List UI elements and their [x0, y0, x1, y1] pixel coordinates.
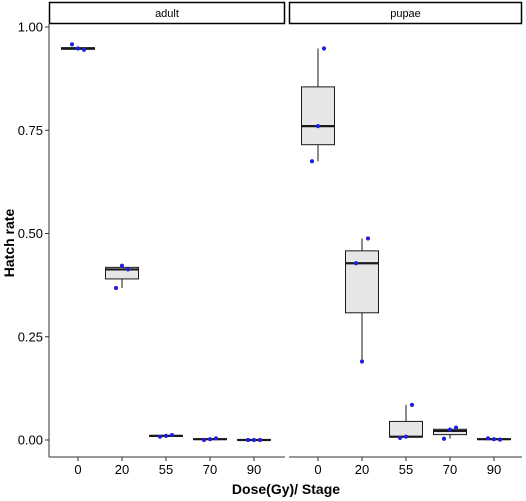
panel-pupae: pupae 0 20 55 70 90 — [288, 1, 523, 477]
plot-layer: 0.00 0.25 0.50 0.75 1.00 adult 0 20 55 70 90 pupae 0… — [18, 1, 523, 477]
data-point — [309, 159, 315, 164]
x-tick-label: 20 — [355, 462, 369, 477]
data-point — [81, 47, 87, 52]
data-point — [251, 437, 257, 443]
x-tick-label: 90 — [487, 462, 501, 477]
box-body — [345, 250, 379, 314]
y-tick-label: 0.00 — [18, 433, 43, 448]
data-point — [75, 46, 81, 51]
y-axis-title: Hatch rate — [1, 209, 17, 278]
data-point — [113, 285, 119, 291]
box-adult-90 — [237, 437, 271, 443]
data-point — [207, 437, 213, 442]
data-point — [169, 432, 175, 438]
box-adult-0 — [61, 42, 95, 52]
data-point — [397, 435, 403, 441]
data-point — [497, 437, 503, 442]
panel-adult: adult 0 20 55 70 90 — [48, 1, 286, 477]
box-pupae-70 — [433, 425, 467, 441]
data-point — [359, 359, 365, 364]
data-point — [213, 436, 219, 441]
x-tick-label: 20 — [115, 462, 129, 477]
box-adult-20 — [105, 263, 139, 291]
x-axis-title: Dose(Gy)/ Stage — [232, 481, 340, 497]
box-adult-55 — [149, 432, 183, 439]
data-point — [403, 434, 409, 439]
data-point — [321, 46, 327, 51]
x-tick-label: 90 — [247, 462, 261, 477]
x-tick-label: 55 — [399, 462, 413, 477]
data-point — [441, 436, 447, 441]
strip-label: pupae — [390, 8, 421, 20]
x-tick-label: 0 — [74, 462, 81, 477]
box-pupae-90 — [477, 436, 511, 442]
data-point — [453, 425, 459, 430]
box-pupae-20 — [345, 236, 379, 364]
data-point — [353, 261, 359, 266]
y-tick-label: 0.50 — [18, 226, 43, 241]
data-point — [119, 263, 125, 268]
y-tick-label: 1.00 — [18, 20, 43, 35]
box-body — [301, 86, 335, 146]
x-tick-label: 55 — [159, 462, 173, 477]
box-pupae-55 — [389, 402, 423, 441]
data-point — [409, 402, 415, 407]
data-point — [245, 437, 251, 443]
strip-box — [288, 1, 523, 25]
data-point — [69, 42, 75, 47]
data-point — [201, 437, 207, 443]
data-point — [365, 236, 371, 241]
x-tick-label: 70 — [203, 462, 217, 477]
data-point — [163, 433, 169, 438]
data-point — [257, 437, 263, 443]
data-point — [447, 427, 453, 432]
x-tick-label: 0 — [314, 462, 321, 477]
box-adult-70 — [193, 436, 227, 443]
data-point — [491, 437, 497, 442]
y-tick-label: 0.25 — [18, 329, 43, 344]
y-tick-label: 0.75 — [18, 123, 43, 138]
data-point — [157, 434, 163, 439]
strip-label: adult — [155, 8, 179, 20]
data-point — [485, 436, 491, 441]
data-point — [125, 267, 131, 272]
strip-box — [48, 1, 286, 25]
x-tick-label: 70 — [443, 462, 457, 477]
box-pupae-0 — [301, 46, 335, 164]
data-point — [315, 124, 321, 129]
